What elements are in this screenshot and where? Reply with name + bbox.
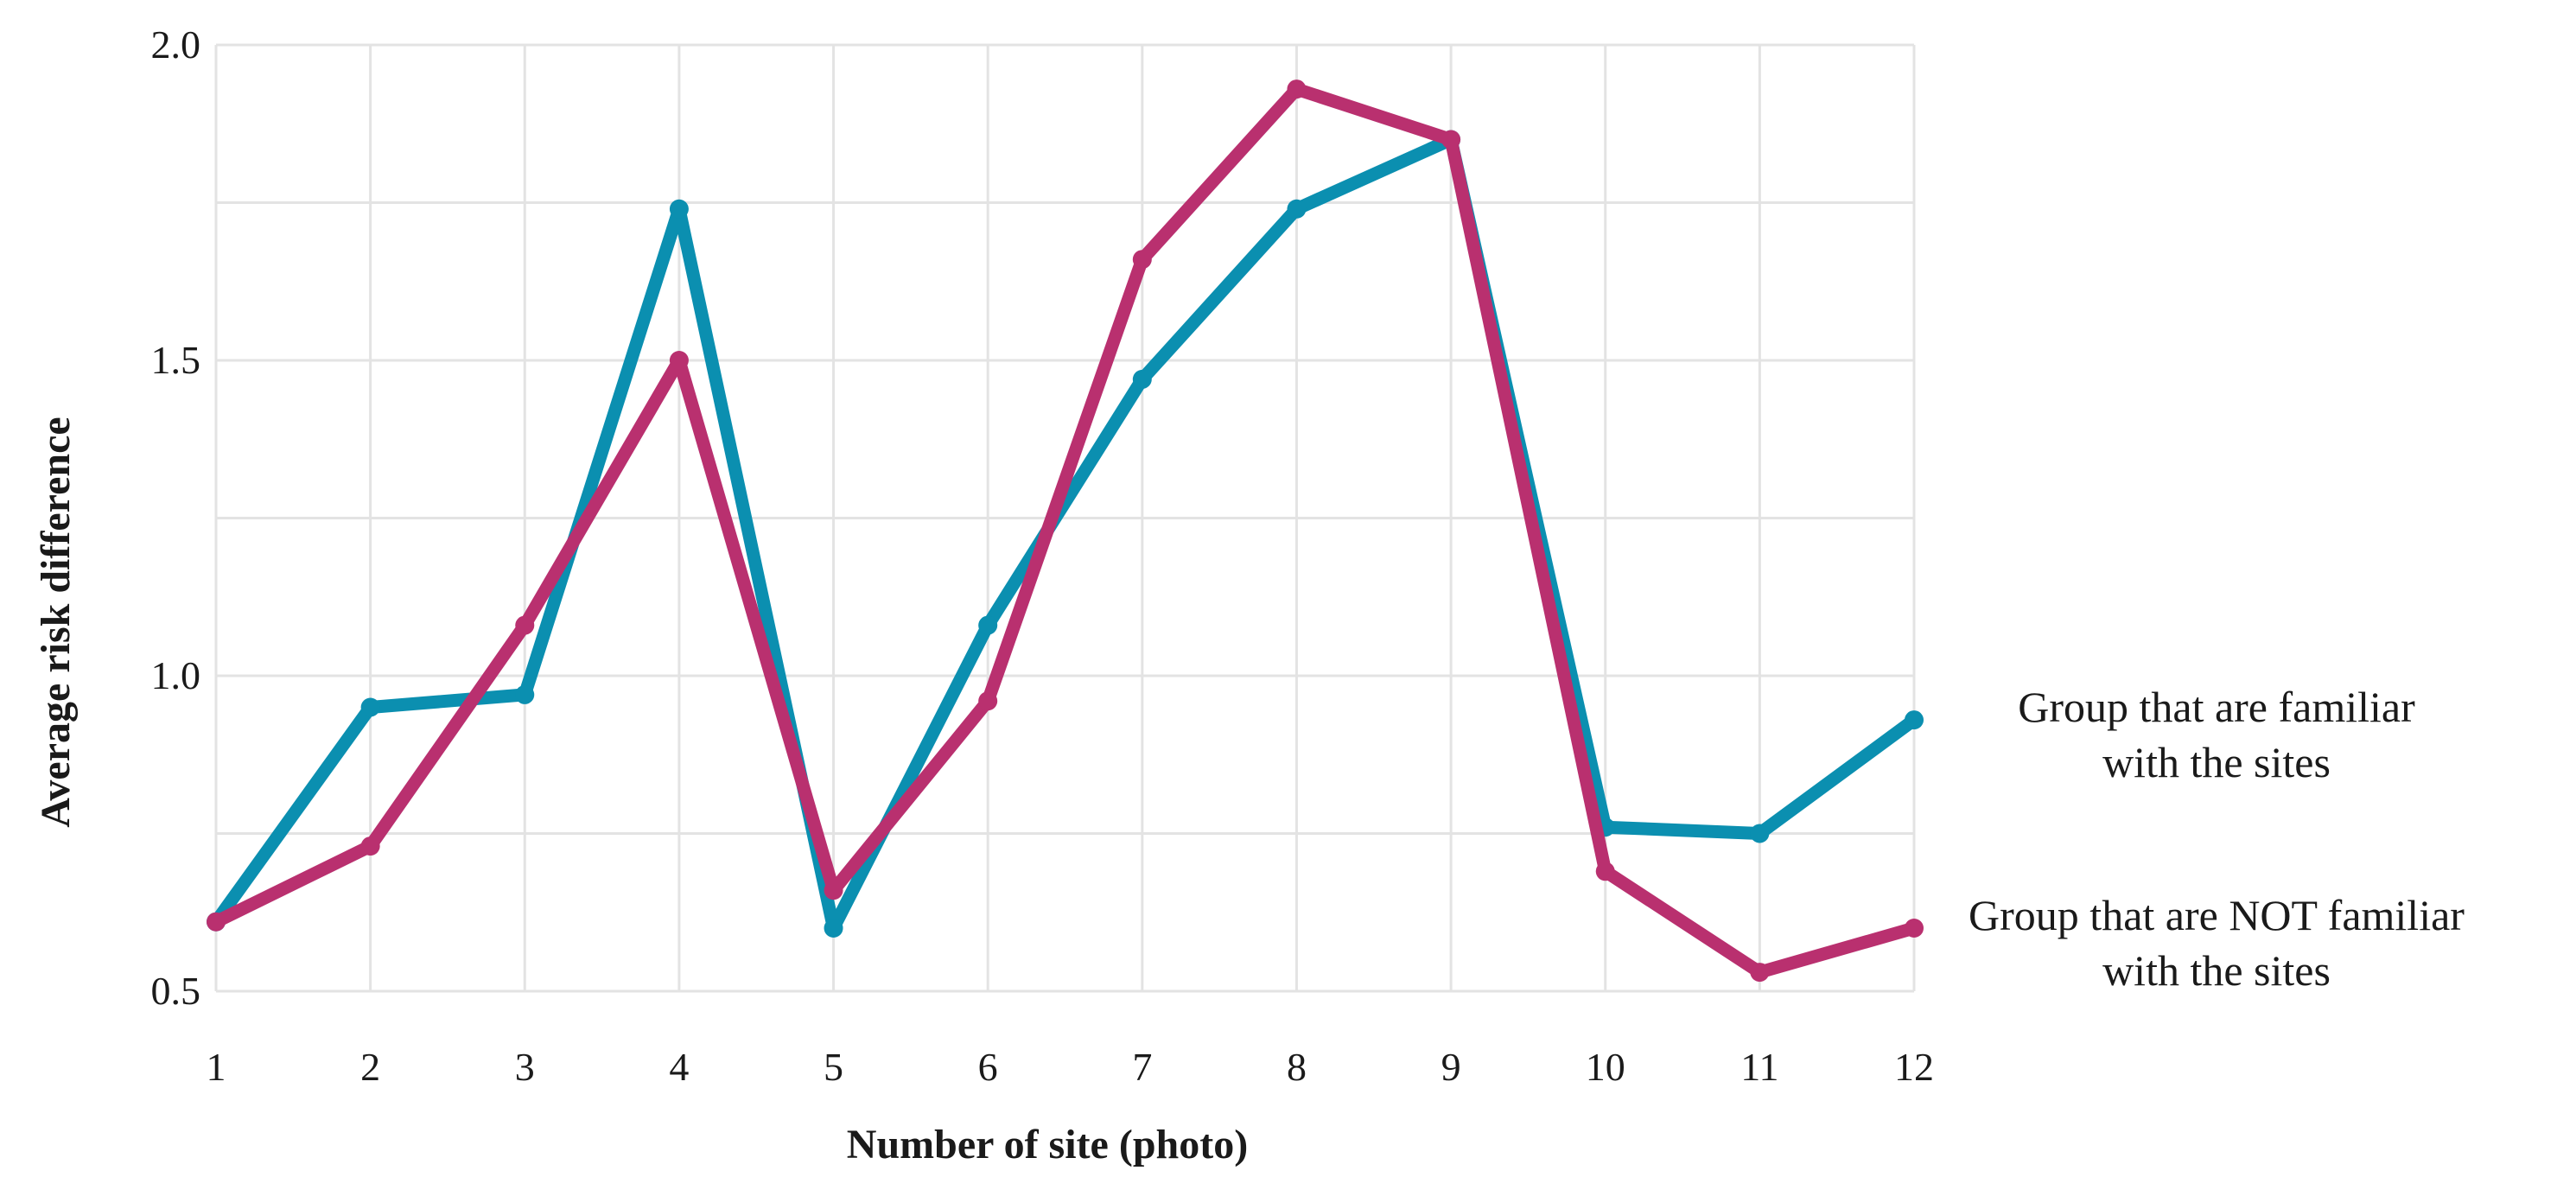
- series-1: [207, 130, 1924, 938]
- data-point: [824, 881, 843, 900]
- series-line: [209, 133, 1921, 935]
- y-axis-ticks: 0.5 1.0 1.5 2.0: [151, 22, 201, 1013]
- series-label: Group that are NOT familiar: [1969, 891, 2465, 939]
- data-point: [360, 837, 380, 856]
- data-point: [207, 912, 226, 932]
- data-point: [515, 615, 535, 635]
- series-2: [207, 80, 1924, 983]
- data-point: [1132, 369, 1152, 389]
- y-axis-title: Average risk difference: [33, 417, 79, 827]
- y-tick-label: 1.0: [151, 653, 201, 697]
- data-point: [669, 351, 689, 370]
- x-tick-label: 3: [515, 1045, 535, 1089]
- x-tick-label: 7: [1132, 1045, 1152, 1089]
- data-point: [1750, 963, 1770, 983]
- data-point: [360, 697, 380, 717]
- data-point: [1287, 80, 1307, 99]
- data-point: [978, 615, 998, 635]
- x-tick-label: 1: [207, 1045, 226, 1089]
- series-layer: [207, 80, 1924, 983]
- x-tick-label: 11: [1740, 1045, 1778, 1089]
- series-label: Group that are familiar: [2018, 683, 2415, 731]
- y-tick-label: 0.5: [151, 969, 201, 1013]
- data-point: [1441, 130, 1461, 150]
- x-tick-label: 9: [1441, 1045, 1461, 1089]
- data-point: [1287, 199, 1307, 219]
- series-label: with the sites: [2102, 738, 2331, 786]
- data-point: [1132, 250, 1152, 270]
- data-point: [1905, 919, 1924, 938]
- x-tick-label: 5: [824, 1045, 843, 1089]
- x-axis-ticks: 1 2 3 4 5 6 7 8 9 10 11 12: [207, 1045, 1935, 1089]
- y-tick-label: 2.0: [151, 22, 201, 67]
- data-point: [824, 919, 843, 938]
- series-label: with the sites: [2102, 946, 2331, 995]
- x-tick-label: 2: [360, 1045, 380, 1089]
- data-point: [669, 199, 689, 219]
- data-point: [515, 684, 535, 704]
- x-tick-label: 12: [1894, 1045, 1934, 1089]
- data-point: [1595, 862, 1615, 881]
- x-tick-label: 4: [669, 1045, 689, 1089]
- data-point: [1750, 824, 1770, 843]
- series-line: [209, 82, 1921, 979]
- grid: [214, 43, 1916, 993]
- series-labels: Group that are familiar with the sites Gro…: [1969, 683, 2465, 995]
- x-axis-title: Number of site (photo): [847, 1122, 1248, 1167]
- data-point: [1905, 710, 1924, 730]
- x-tick-label: 8: [1287, 1045, 1307, 1089]
- x-tick-label: 6: [978, 1045, 998, 1089]
- y-tick-label: 1.5: [151, 338, 201, 382]
- x-tick-label: 10: [1586, 1045, 1625, 1089]
- data-point: [978, 691, 998, 711]
